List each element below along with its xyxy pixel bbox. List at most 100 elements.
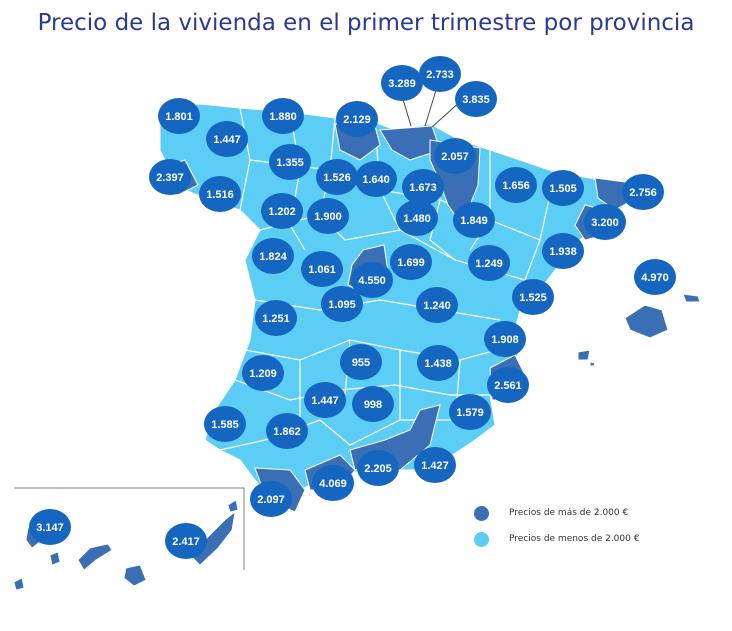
price-bubble: 4.069 (312, 465, 354, 501)
price-bubble-circle (453, 202, 495, 238)
price-bubble-circle (484, 321, 526, 357)
price-value: 1.480 (403, 213, 431, 225)
price-bubble-circle (542, 170, 584, 206)
legend-label-low: Precios de menos de 2.000 € (509, 534, 640, 544)
price-bubble: 1.447 (206, 121, 248, 157)
price-bubble: 1.251 (255, 300, 297, 336)
price-bubble-circle (312, 465, 354, 501)
price-bubble-circle (434, 138, 476, 174)
price-bubble-circle (261, 193, 303, 229)
legend-label-high: Precios de más de 2.000 € (509, 508, 629, 518)
price-bubble: 2.733 (419, 56, 461, 92)
price-value: 1.656 (502, 180, 530, 192)
price-value: 2.097 (257, 494, 285, 506)
price-value: 4.069 (319, 478, 347, 490)
price-bubble: 1.480 (396, 200, 438, 236)
price-value: 1.801 (165, 111, 193, 123)
price-bubble-circle (269, 144, 311, 180)
price-value: 1.240 (423, 300, 451, 312)
price-value: 1.862 (273, 426, 301, 438)
price-bubble: 1.880 (262, 98, 304, 134)
price-bubble-circle (316, 159, 358, 195)
price-value: 3.147 (36, 522, 64, 534)
price-bubble-circle (252, 238, 294, 274)
price-value: 1.908 (491, 334, 519, 346)
price-value: 3.200 (591, 217, 619, 229)
price-value: 1.249 (475, 258, 503, 270)
price-bubble: 2.756 (622, 174, 664, 210)
price-value: 1.505 (549, 183, 577, 195)
price-bubble-circle (468, 245, 510, 281)
price-bubble-circle (199, 176, 241, 212)
region-ibiza (577, 349, 591, 361)
price-bubble-circle (357, 450, 399, 486)
price-bubble: 1.585 (204, 406, 246, 442)
price-bubble: 1.355 (269, 144, 311, 180)
price-bubble-circle (301, 251, 343, 287)
price-bubble-circle (321, 286, 363, 322)
price-bubble-circle (416, 287, 458, 323)
price-bubble: 1.209 (242, 355, 284, 391)
price-bubble: 1.656 (495, 167, 537, 203)
region-formentera (589, 361, 596, 367)
price-bubble: 1.579 (449, 394, 491, 430)
price-bubble: 3.835 (455, 81, 497, 117)
price-bubble: 1.202 (261, 193, 303, 229)
price-value: 1.447 (213, 134, 241, 146)
price-bubble: 1.427 (414, 447, 456, 483)
price-value: 1.447 (311, 395, 339, 407)
price-value: 2.129 (343, 114, 371, 126)
price-value: 1.251 (262, 313, 290, 325)
price-bubble-circle (307, 198, 349, 234)
price-value: 1.355 (276, 157, 304, 169)
price-value: 1.516 (206, 189, 234, 201)
price-value: 2.205 (364, 463, 392, 475)
price-value: 2.561 (494, 380, 522, 392)
price-value: 1.525 (519, 292, 547, 304)
legend-item-high: Precios de más de 2.000 € (474, 500, 639, 526)
price-bubble: 1.938 (542, 233, 584, 269)
price-value: 2.057 (441, 151, 469, 163)
price-value: 4.550 (358, 275, 386, 287)
price-value: 4.970 (641, 272, 669, 284)
inset-frame (14, 487, 245, 570)
price-bubble: 1.908 (484, 321, 526, 357)
price-bubble-circle (262, 98, 304, 134)
price-bubble-circle (242, 355, 284, 391)
price-bubble: 1.699 (390, 244, 432, 280)
price-value: 1.849 (460, 215, 488, 227)
price-value: 1.880 (269, 111, 297, 123)
price-value: 1.209 (249, 368, 277, 380)
price-bubble: 2.057 (434, 138, 476, 174)
price-bubble: 1.438 (417, 345, 459, 381)
price-value: 1.427 (421, 460, 449, 472)
price-bubble-circle (381, 65, 423, 101)
price-bubble-circle (165, 523, 207, 559)
price-bubble: 1.640 (355, 161, 397, 197)
price-bubble-circle (634, 259, 676, 295)
price-value: 955 (352, 357, 370, 369)
price-bubbles: 1.801 1.447 1.880 2.129 3.289 2.733 3.835 2.397… (29, 56, 676, 559)
price-bubble: 1.447 (304, 382, 346, 418)
map-title: Precio de la vivienda en el primer trime… (37, 10, 695, 36)
price-bubble-circle (512, 279, 554, 315)
price-bubble: 2.397 (149, 159, 191, 195)
price-bubble-circle (419, 56, 461, 92)
price-value: 1.526 (323, 172, 351, 184)
price-bubble-circle (352, 386, 394, 422)
price-value: 2.756 (629, 187, 657, 199)
price-bubble: 2.417 (165, 523, 207, 559)
price-bubble: 1.249 (468, 245, 510, 281)
price-bubble-circle (204, 406, 246, 442)
price-bubble-circle (584, 204, 626, 240)
price-value: 2.397 (156, 172, 184, 184)
price-bubble-circle (255, 300, 297, 336)
price-bubble-circle (340, 344, 382, 380)
price-bubble-circle (158, 98, 200, 134)
price-bubble: 1.240 (416, 287, 458, 323)
region-menorca (682, 293, 701, 303)
price-bubble: 955 (340, 344, 382, 380)
price-bubble: 1.525 (512, 279, 554, 315)
price-bubble: 3.147 (29, 509, 71, 545)
